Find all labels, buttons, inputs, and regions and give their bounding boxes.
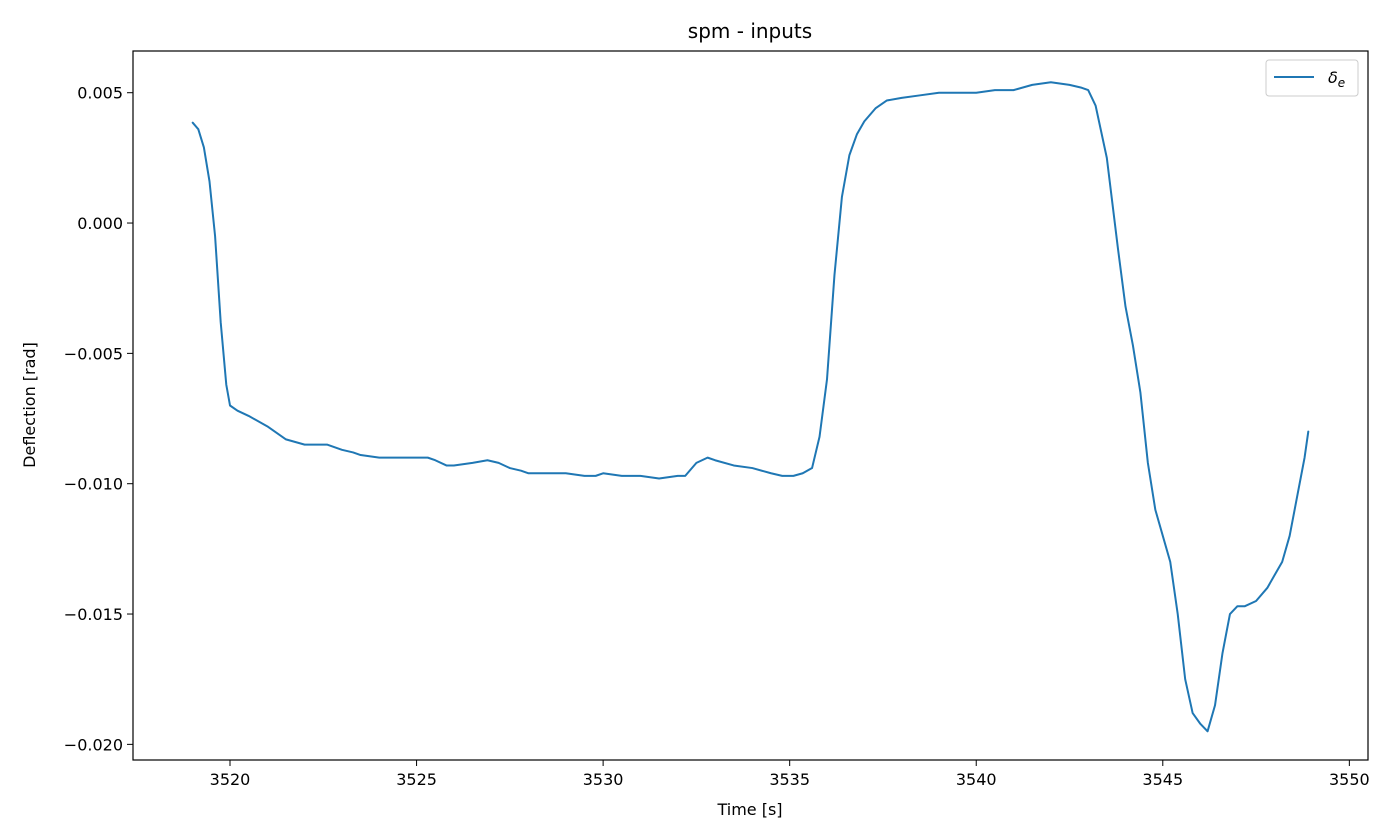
y-tick-label: 0.000 (77, 214, 123, 233)
x-tick-label: 3550 (1329, 770, 1370, 789)
plot-frame (132, 50, 1369, 761)
y-tick-label: −0.005 (64, 344, 123, 363)
y-axis-label: Deflection [rad] (20, 342, 39, 468)
legend-label: δe (1328, 68, 1345, 90)
x-tick-label: 3525 (396, 770, 437, 789)
y-tick-label: −0.010 (64, 475, 123, 494)
x-tick-label: 3545 (1142, 770, 1183, 789)
y-tick-label: 0.005 (77, 84, 123, 103)
x-tick-label: 3540 (956, 770, 997, 789)
x-axis-label: Time [s] (716, 800, 782, 819)
legend-label-sub: e (1338, 76, 1345, 90)
y-tick-label: −0.020 (64, 735, 123, 754)
x-tick-label: 3520 (210, 770, 251, 789)
x-axis-ticks: 3520 3525 3530 3535 3540 3545 3550 (210, 760, 1370, 789)
legend: δe (1265, 59, 1359, 97)
legend-label-base: δ (1328, 68, 1338, 87)
series-layer (191, 81, 1310, 733)
series-line (191, 81, 1310, 733)
chart-title: spm - inputs (688, 19, 812, 43)
y-axis-ticks: 0.005 0.000 −0.005 −0.010 −0.015 −0.020 (64, 84, 133, 754)
x-tick-label: 3535 (769, 770, 810, 789)
y-tick-label: −0.015 (64, 605, 123, 624)
x-tick-label: 3530 (583, 770, 624, 789)
